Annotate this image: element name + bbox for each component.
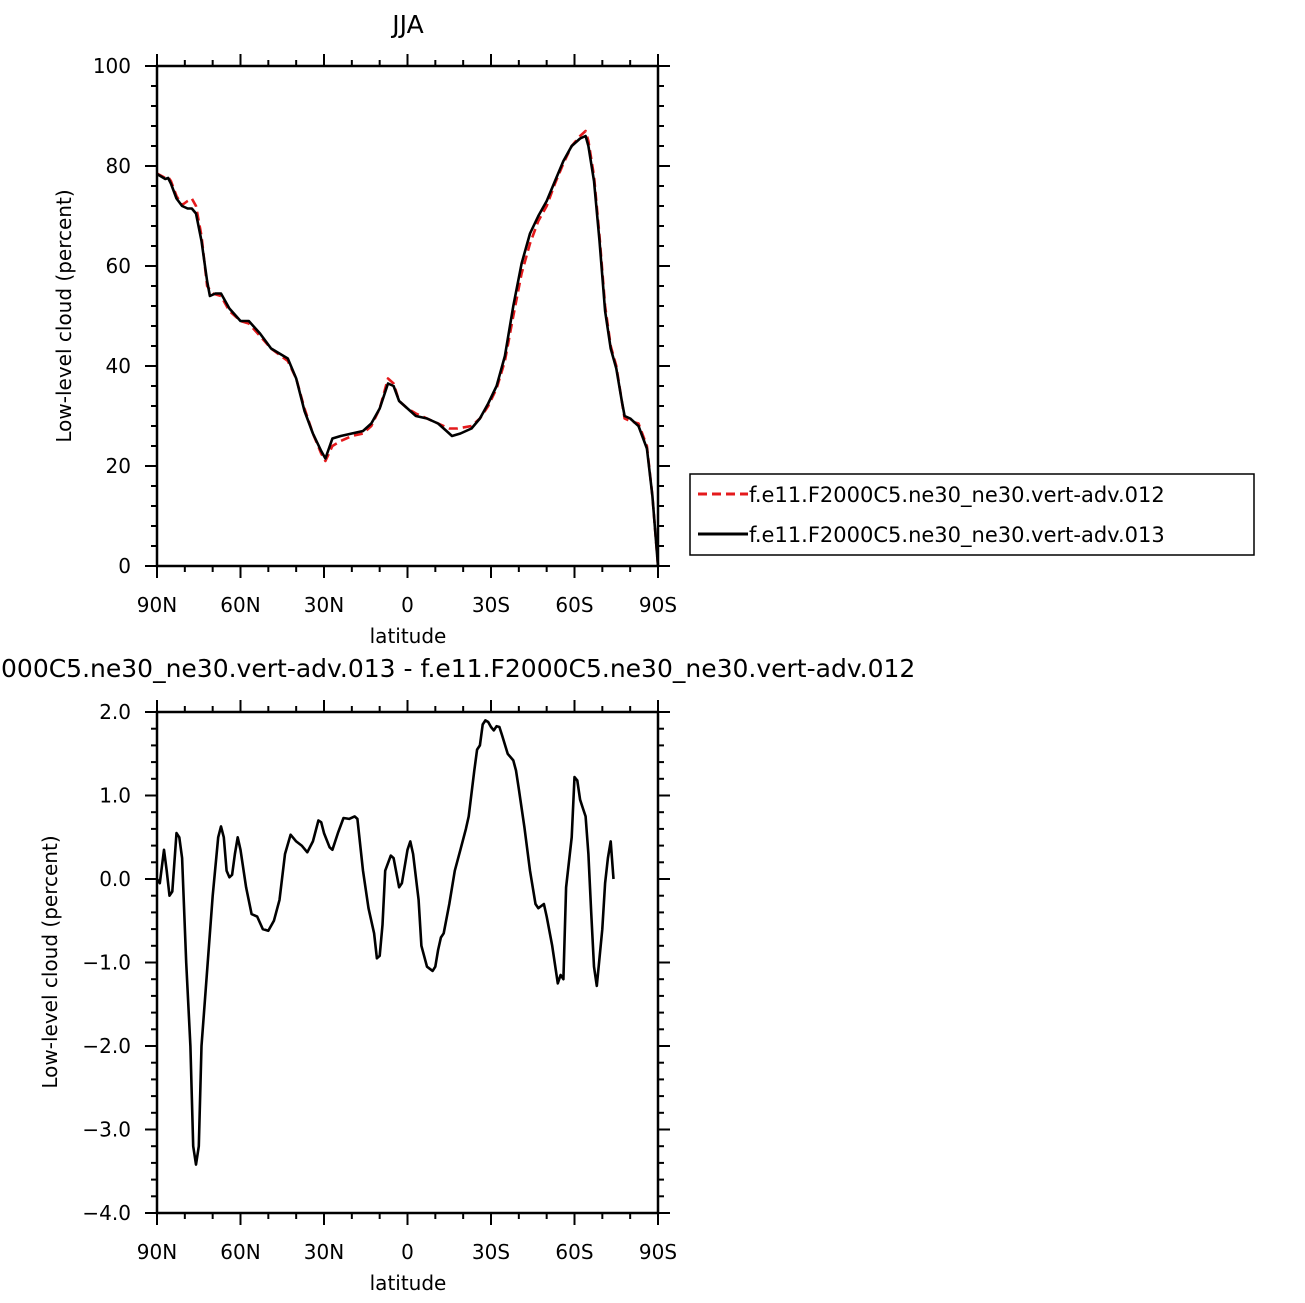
panel-2-x-tick-label: 60N	[220, 1240, 260, 1264]
panel-1-y-tick-label: 100	[93, 54, 131, 78]
panel-1-x-tick-label: 30S	[472, 593, 510, 617]
bottom-panel-series	[155, 719, 615, 1166]
panel-2-y-tick-label: −2.0	[82, 1034, 131, 1058]
panel-2-y-tick-label: −1.0	[82, 951, 131, 975]
top-panel-title: JJA	[390, 10, 423, 39]
panel-1-y-tick-label: 80	[106, 154, 131, 178]
bottom-panel-x-axis-label: latitude	[370, 1271, 447, 1295]
panel-1-y-tick-label: 60	[106, 254, 131, 278]
bottom-panel: f.e11.F2000C5.ne30_ne30.vert-adv.013 - f…	[0, 654, 915, 1295]
top-panel: JJA 90N 60N 30N 0 30S 60S 90S 0 20 40 60 80 100 lati…	[52, 10, 1255, 648]
panel-2-y-tick-label: 1.0	[99, 784, 131, 808]
bottom-panel-y-axis-label: Low-level cloud (percent)	[38, 835, 62, 1088]
bottom-panel-title: f.e11.F2000C5.ne30_ne30.vert-adv.013 - f…	[0, 654, 915, 683]
panel-2-x-tick-label: 30N	[304, 1240, 344, 1264]
panel-2-x-tick-label: 30S	[472, 1240, 510, 1264]
legend-box	[689, 473, 1255, 556]
panel-1-y-tick-label: 40	[106, 354, 131, 378]
panel-2-y-tick-label: −4.0	[82, 1201, 131, 1225]
panel-2-y-tick-label: 2.0	[99, 700, 131, 724]
panel-1-series-2-line	[156, 134, 660, 567]
panel-1-x-tick-label: 60S	[555, 593, 593, 617]
panel-1-series-1-line	[156, 129, 660, 567]
panel-2-x-tick-label: 90S	[639, 1240, 677, 1264]
panel-1-y-tick-label: 20	[106, 454, 131, 478]
panel-2-x-tick-label: 0	[401, 1240, 414, 1264]
top-panel-x-axis-label: latitude	[370, 624, 447, 648]
panel-2-x-tick-label: 60S	[555, 1240, 593, 1264]
legend-label-series-2: f.e11.F2000C5.ne30_ne30.vert-adv.013	[749, 523, 1165, 548]
top-panel-axes: 90N 60N 30N 0 30S 60S 90S 0 20 40 60 80 100	[93, 54, 677, 617]
panel-2-series-1-line	[155, 719, 615, 1166]
panel-1-x-tick-label: 60N	[220, 593, 260, 617]
panel-2-y-tick-label: −3.0	[82, 1118, 131, 1142]
top-panel-series	[156, 129, 660, 567]
panel-2-x-tick-label: 90N	[137, 1240, 177, 1264]
panel-1-y-tick-label: 0	[118, 554, 131, 578]
panel-1-frame	[155, 64, 660, 568]
panel-2-frame	[155, 710, 660, 1215]
panel-1-x-tick-label: 90N	[137, 593, 177, 617]
panel-1-x-tick-label: 90S	[639, 593, 677, 617]
legend-label-series-1: f.e11.F2000C5.ne30_ne30.vert-adv.012	[749, 483, 1165, 508]
panel-2-y-tick-label: 0.0	[99, 867, 131, 891]
panel-1-x-tick-label: 0	[401, 593, 414, 617]
legend: f.e11.F2000C5.ne30_ne30.vert-adv.012 f.e…	[689, 473, 1255, 556]
top-panel-y-axis-label: Low-level cloud (percent)	[52, 189, 76, 442]
bottom-panel-axes: 90N 60N 30N 0 30S 60S 90S −4.0 −3.0 −2.0 −1.0 0.0 1.…	[82, 700, 677, 1264]
panel-1-x-tick-label: 30N	[304, 593, 344, 617]
